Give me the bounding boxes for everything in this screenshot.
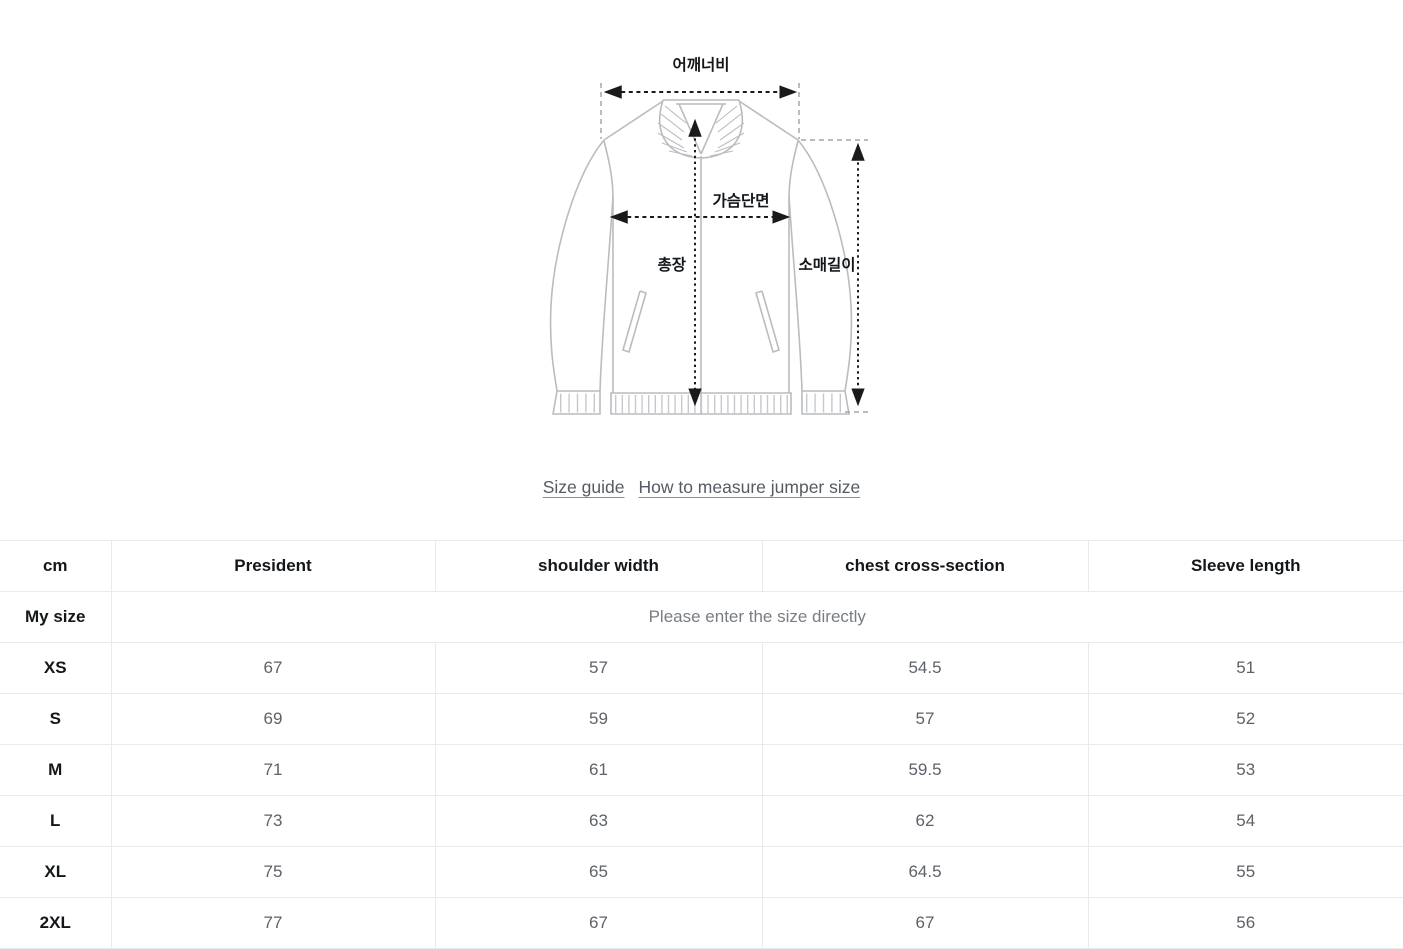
table-row-l: L 73 63 62 54 [0, 795, 1403, 847]
president-value: 67 [110, 642, 435, 694]
president-value: 77 [110, 897, 435, 949]
table-row-xl: XL 75 65 64.5 55 [0, 846, 1403, 898]
shoulder-value: 67 [434, 897, 762, 949]
table-row-2xl: 2XL 77 67 67 56 [0, 897, 1403, 949]
chest-value: 57 [761, 693, 1088, 745]
collar-hatch-right [709, 105, 745, 157]
size-label: XL [0, 846, 111, 898]
shoulder-value: 65 [434, 846, 762, 898]
my-size-row: My size Please enter the size directly [0, 591, 1403, 643]
size-label: M [0, 744, 111, 796]
table-row-s: S 69 59 57 52 [0, 693, 1403, 745]
president-value: 69 [110, 693, 435, 745]
table-row-xs: XS 67 57 54.5 51 [0, 642, 1403, 694]
my-size-input[interactable]: Please enter the size directly [110, 591, 1403, 643]
chest-value: 59.5 [761, 744, 1088, 796]
label-length: 총장 [657, 256, 686, 274]
header-president: President [110, 540, 435, 592]
measure-arrows [603, 85, 865, 407]
label-chest: 가슴단면 [712, 192, 769, 210]
sleeve-value: 53 [1087, 744, 1403, 796]
chest-value: 62 [761, 795, 1088, 847]
header-shoulder-width: shoulder width [434, 540, 762, 592]
size-label: 2XL [0, 897, 111, 949]
size-table-wrap: cm President shoulder width chest cross-… [0, 540, 1403, 949]
my-size-label: My size [0, 591, 111, 643]
chest-value: 64.5 [761, 846, 1088, 898]
label-shoulder-width: 어깨너비 [672, 56, 729, 74]
size-table: cm President shoulder width chest cross-… [0, 540, 1403, 949]
chest-value: 54.5 [761, 642, 1088, 694]
collar-hatch-left [657, 105, 693, 157]
jumper-measurement-diagram: 어깨너비 가슴단면 총장 소매길이 [549, 56, 871, 415]
how-to-measure-link[interactable]: How to measure jumper size [638, 477, 861, 497]
sleeve-value: 54 [1087, 795, 1403, 847]
chest-value: 67 [761, 897, 1088, 949]
shoulder-value: 57 [434, 642, 762, 694]
size-label: XS [0, 642, 111, 694]
size-label: L [0, 795, 111, 847]
table-row-m: M 71 61 59.5 53 [0, 744, 1403, 796]
header-sleeve-length: Sleeve length [1087, 540, 1403, 592]
president-value: 73 [110, 795, 435, 847]
header-row: cm President shoulder width chest cross-… [0, 540, 1403, 592]
ribbing [560, 393, 843, 413]
size-label: S [0, 693, 111, 745]
sleeve-value: 52 [1087, 693, 1403, 745]
sleeve-value: 51 [1087, 642, 1403, 694]
guide-lines [600, 83, 871, 413]
sleeve-value: 55 [1087, 846, 1403, 898]
header-cm: cm [0, 540, 111, 592]
sleeve-value: 56 [1087, 897, 1403, 949]
header-chest-cross-section: chest cross-section [761, 540, 1088, 592]
shoulder-value: 63 [434, 795, 762, 847]
size-guide-links: Size guide How to measure jumper size [0, 477, 1403, 498]
size-guide-link[interactable]: Size guide [542, 477, 625, 497]
president-value: 75 [110, 846, 435, 898]
shoulder-value: 61 [434, 744, 762, 796]
label-sleeve: 소매길이 [798, 256, 855, 274]
president-value: 71 [110, 744, 435, 796]
shoulder-value: 59 [434, 693, 762, 745]
